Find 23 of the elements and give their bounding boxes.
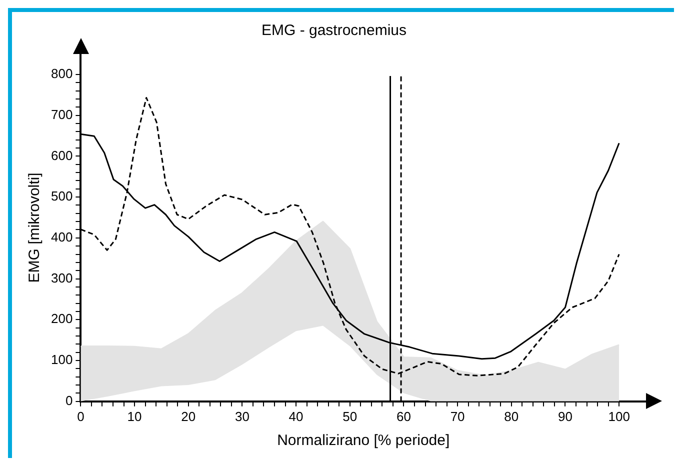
y-axis-title: EMG [mikrovolti] xyxy=(26,172,44,283)
y-tick-label: 500 xyxy=(50,188,73,204)
y-tick-label: 200 xyxy=(50,311,73,326)
y-tick-label: 400 xyxy=(50,229,73,244)
y-tick-label: 300 xyxy=(50,270,73,286)
x-tick-label: 30 xyxy=(234,408,250,424)
x-tick-label: 80 xyxy=(504,408,519,424)
x-tick-label: 40 xyxy=(288,408,304,424)
x-tick-label: 20 xyxy=(181,408,196,424)
y-tick-label: 0 xyxy=(65,392,73,408)
x-tick-label: 0 xyxy=(77,408,84,424)
x-tick-label: 60 xyxy=(396,408,411,424)
x-tick-label: 10 xyxy=(127,408,142,424)
x-tick-label: 50 xyxy=(342,408,358,424)
x-tick-label: 100 xyxy=(608,408,630,424)
chart-title: EMG - gastrocnemius xyxy=(261,22,407,40)
x-tick-label: 70 xyxy=(450,408,465,424)
y-tick-label: 100 xyxy=(50,352,73,368)
x-tick-label: 90 xyxy=(558,408,572,424)
y-tick-label: 800 xyxy=(50,66,73,82)
y-tick-label: 600 xyxy=(50,148,73,163)
x-axis-title: Normalizirano [% periode] xyxy=(277,432,450,450)
y-tick-label: 700 xyxy=(50,106,73,122)
